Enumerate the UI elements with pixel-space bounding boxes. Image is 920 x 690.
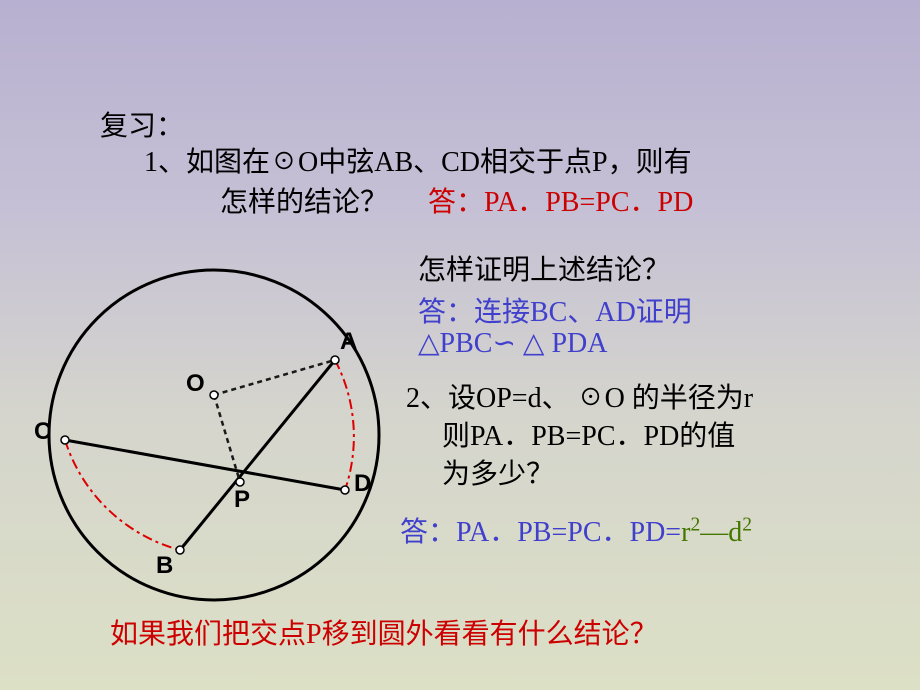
a2-d2: 2	[742, 515, 752, 536]
point-o	[210, 391, 218, 399]
label-d: D	[354, 470, 371, 498]
point-b	[176, 546, 184, 554]
segment-oa	[214, 360, 335, 395]
q1-line1: 1、如图在☉O中弦AB、CD相交于点P，则有	[144, 140, 692, 180]
chord-cd	[65, 440, 345, 490]
a1b-line2: △PBC∽ △ PDA	[418, 326, 607, 360]
a2-dash-d: —d	[700, 517, 742, 548]
circle-diagram	[0, 225, 420, 645]
a1b-line1: 答：连接BC、AD证明	[418, 290, 692, 330]
a2: 答：PA．PB=PC．PD=r2—d2	[400, 510, 752, 550]
a2-prefix: 答：PA．PB=PC．PD=	[400, 517, 681, 548]
circle-o	[49, 270, 379, 600]
label-p: P	[234, 486, 250, 514]
a2-r2: 2	[690, 515, 700, 536]
a1: 答：PA．PB=PC．PD	[428, 180, 693, 220]
q2-line1: 2、设OP=d、 ☉O 的半径为r	[406, 376, 753, 416]
q2-line3: 为多少？	[442, 452, 554, 492]
label-c: C	[34, 418, 51, 446]
q1b: 怎样证明上述结论？	[418, 248, 670, 288]
review-title: 复习：	[100, 104, 184, 144]
point-c	[61, 436, 69, 444]
q2-line2: 则PA．PB=PC．PD的值	[442, 414, 735, 454]
point-d	[341, 486, 349, 494]
label-a: A	[340, 328, 357, 356]
q1-line2: 怎样的结论？	[220, 180, 388, 220]
label-b: B	[156, 552, 173, 580]
point-a	[331, 356, 339, 364]
arc-ad	[335, 360, 354, 490]
label-o: O	[186, 370, 205, 398]
point-p	[236, 478, 244, 486]
